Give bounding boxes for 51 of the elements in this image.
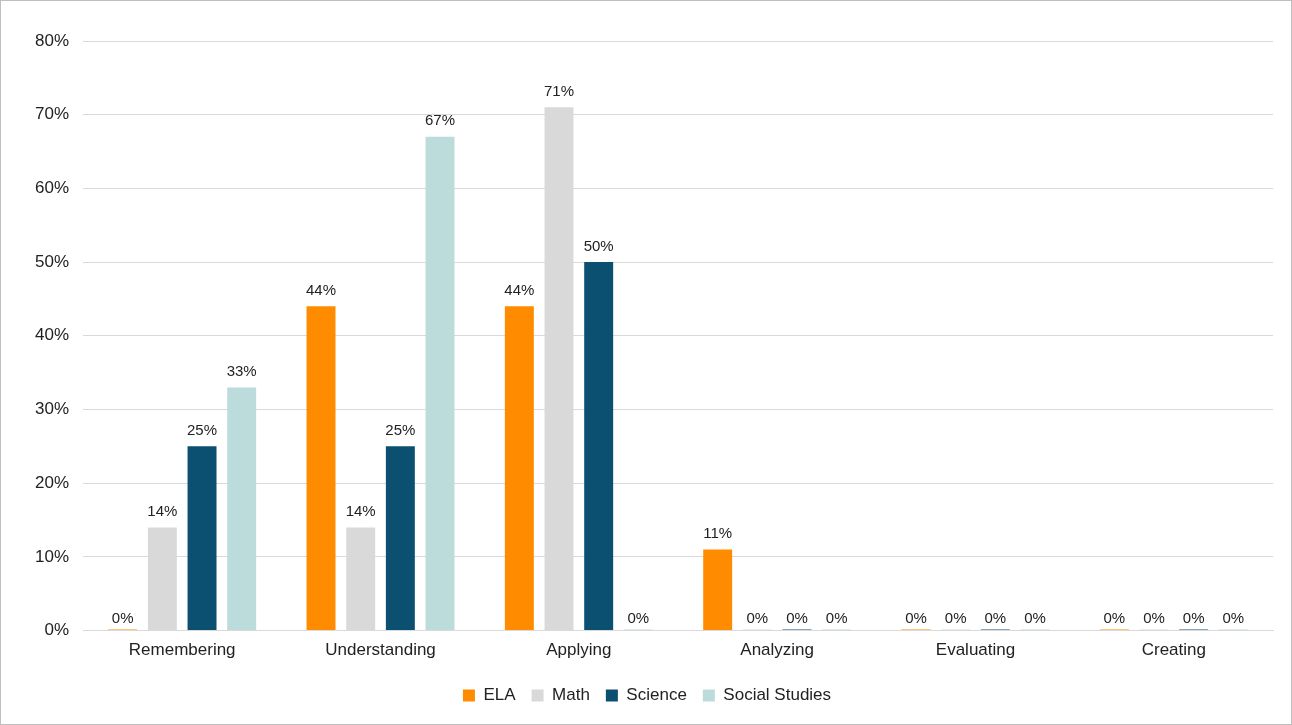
y-tick-label: 50% [34, 251, 70, 271]
data-label: 14% [345, 502, 376, 520]
data-label: 0% [1024, 609, 1046, 627]
data-label: 0% [825, 609, 848, 627]
data-label: 44% [306, 280, 337, 298]
bar [227, 387, 257, 631]
bar [504, 306, 534, 631]
y-tick-label: 40% [34, 325, 70, 345]
data-label: 0% [746, 609, 769, 627]
data-label: 0% [905, 609, 927, 627]
bar [703, 549, 733, 631]
y-tick-label: 60% [34, 178, 70, 198]
data-label: 71% [544, 81, 575, 99]
data-label: 0% [1182, 609, 1205, 627]
data-label: 0% [1222, 609, 1245, 627]
legend-label: Math [552, 685, 590, 705]
y-tick-label: 70% [34, 104, 70, 124]
data-label: 33% [226, 362, 257, 380]
data-label: 67% [425, 111, 456, 129]
x-tick-label: Applying [546, 640, 612, 660]
x-tick-label: Creating [1141, 640, 1206, 660]
data-label: 0% [1103, 609, 1126, 627]
y-tick-label: 10% [34, 546, 70, 566]
data-label: 11% [703, 524, 733, 542]
data-label: 0% [786, 609, 808, 627]
data-label: 14% [147, 502, 178, 520]
y-tick-label: 80% [34, 30, 70, 50]
data-label: 0% [944, 609, 967, 627]
y-tick-label: 30% [34, 399, 70, 419]
data-label: 50% [583, 236, 614, 254]
data-label: 44% [504, 280, 535, 298]
y-tick-label: 0% [44, 620, 70, 640]
legend-label: ELA [483, 685, 517, 705]
legend-label: Science [626, 685, 687, 705]
bar [425, 136, 455, 631]
x-tick-label: Remembering [128, 640, 236, 660]
data-label: 0% [1143, 609, 1165, 627]
data-label: 25% [385, 420, 416, 438]
bar [187, 446, 217, 631]
data-label: 0% [111, 609, 134, 627]
data-label: 0% [984, 609, 1007, 627]
bar [385, 446, 415, 631]
y-tick-label: 20% [34, 472, 70, 492]
x-tick-label: Understanding [325, 640, 436, 660]
bar [306, 306, 336, 631]
x-tick-label: Evaluating [935, 640, 1016, 660]
legend-label: Social Studies [723, 685, 832, 705]
bar [584, 262, 614, 631]
data-label: 0% [627, 609, 650, 627]
x-tick-label: Analyzing [740, 640, 815, 660]
data-label: 25% [187, 420, 218, 438]
